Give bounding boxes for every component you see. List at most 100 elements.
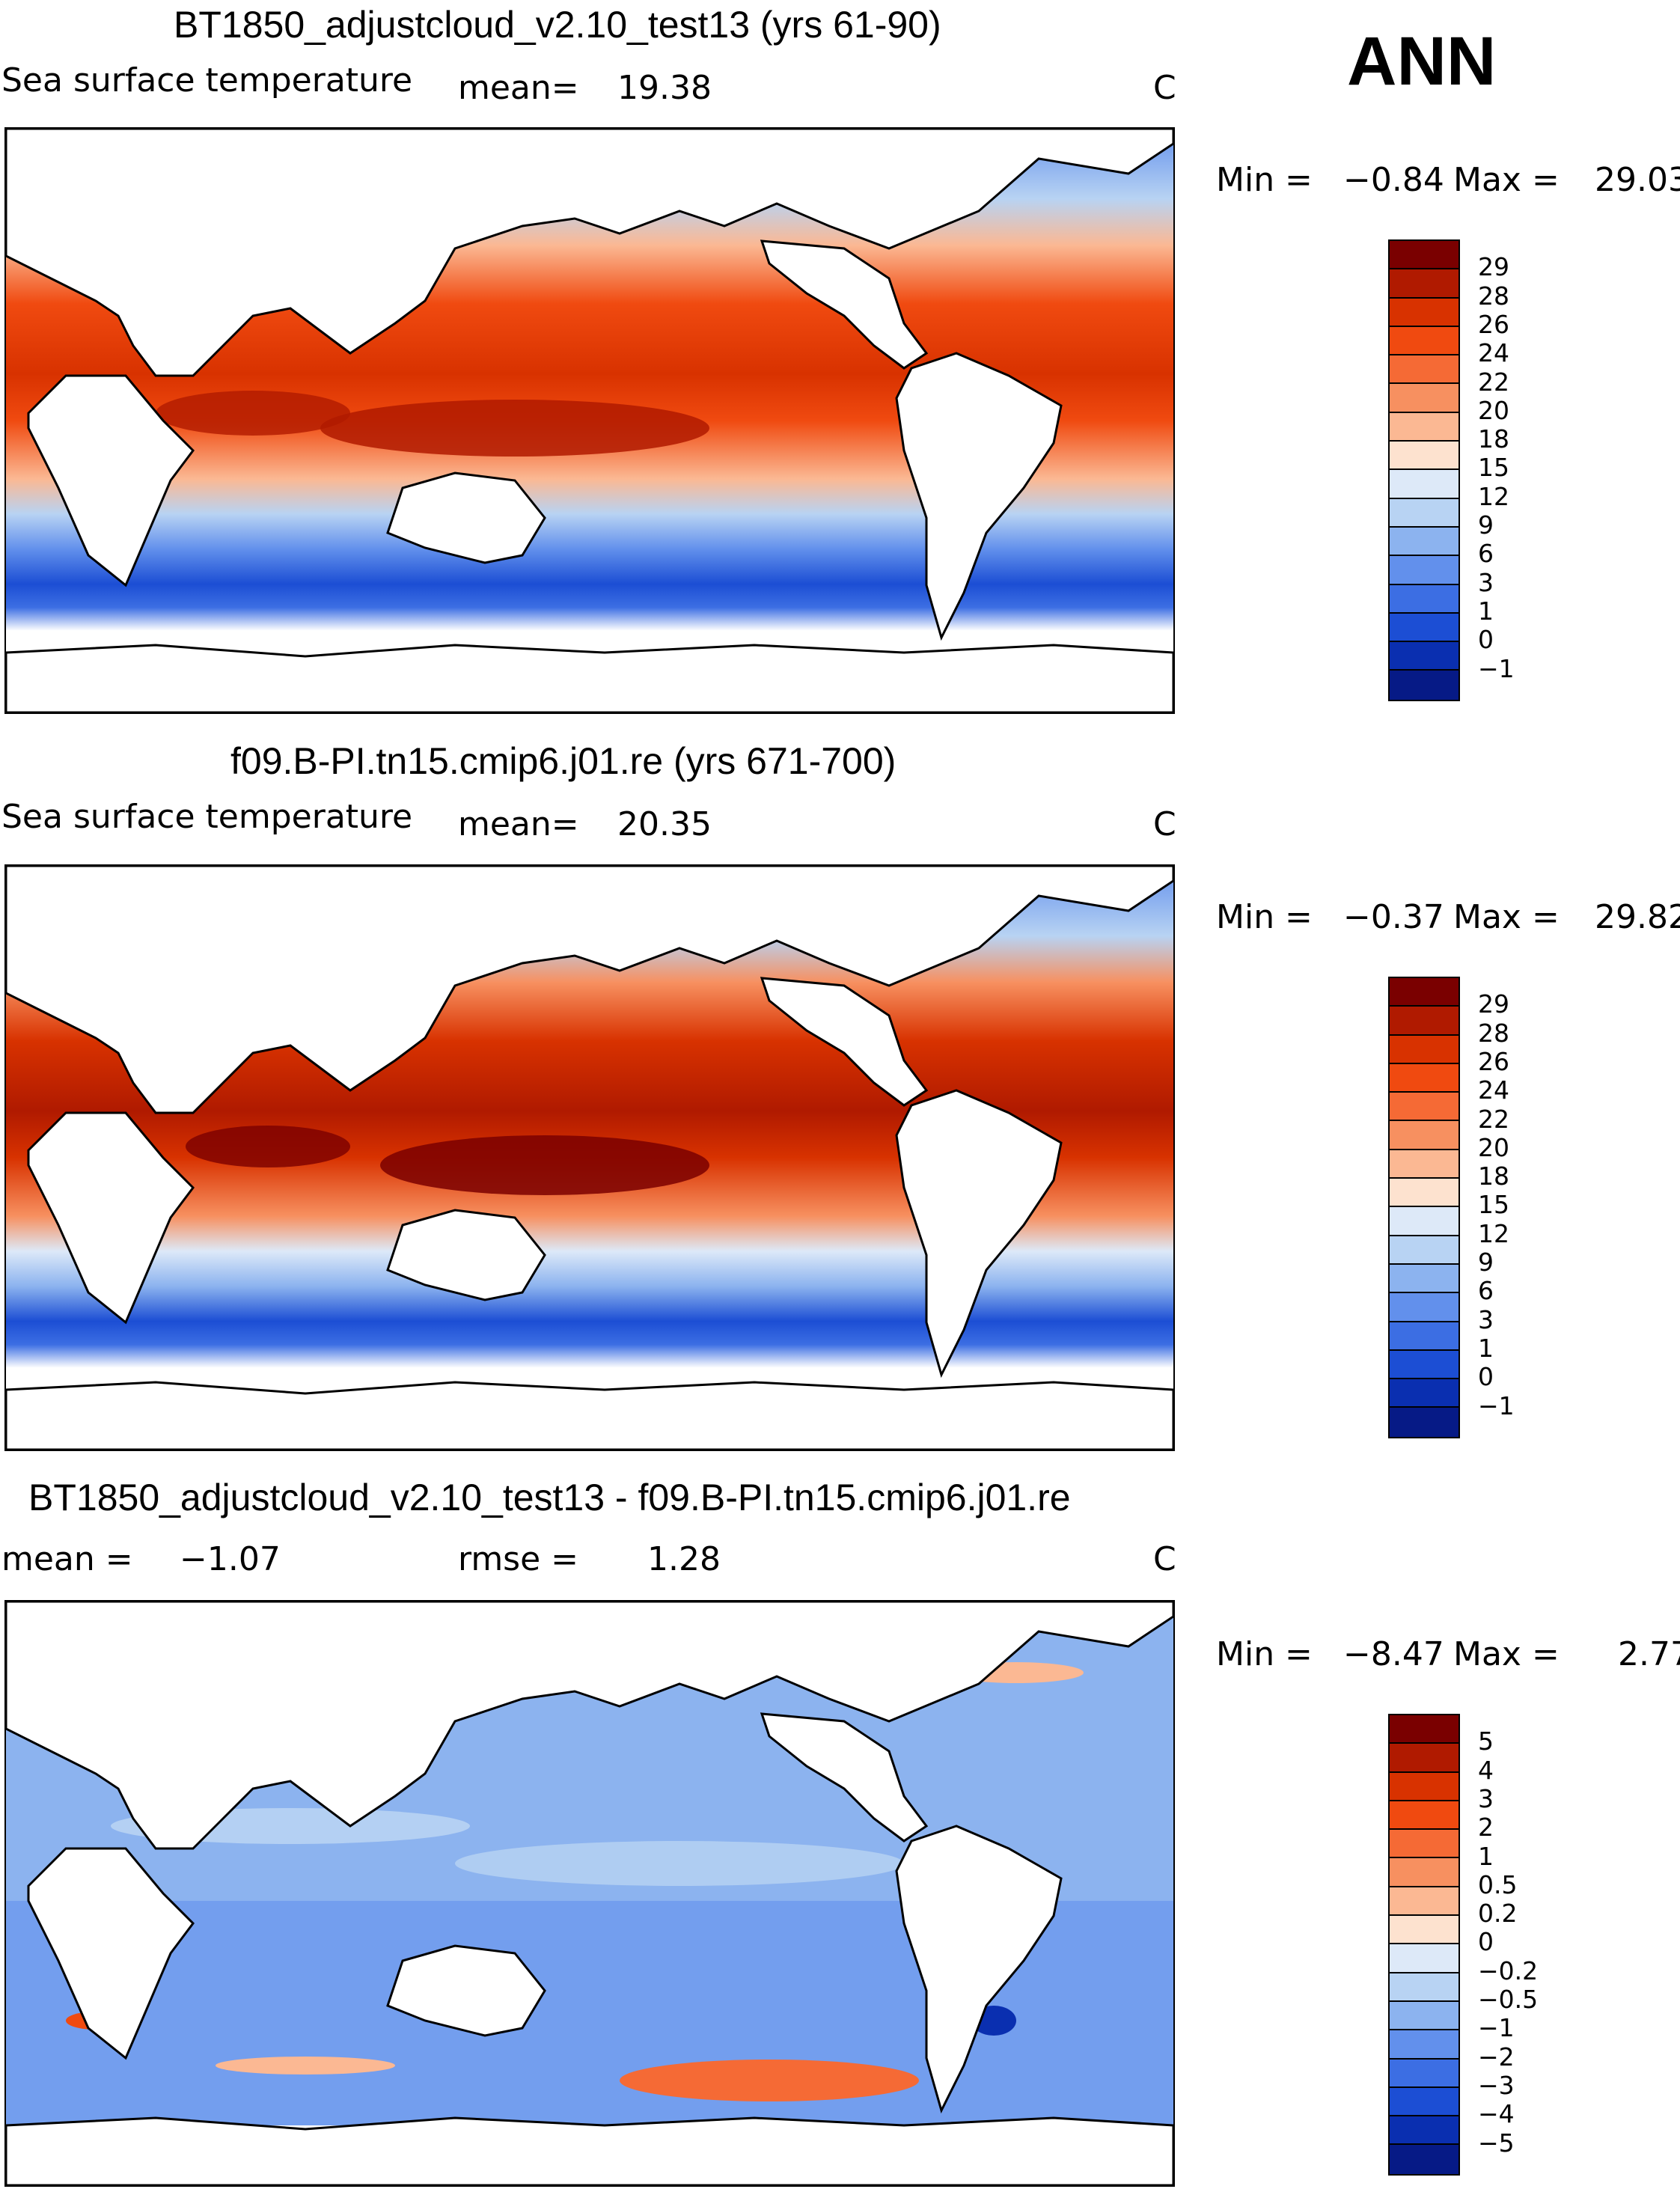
colorbar-swatch: [1390, 1944, 1458, 1973]
colorbar-swatch: [1390, 384, 1458, 413]
colorbar-swatch: [1390, 1830, 1458, 1859]
colorbar-tick-label: −3: [1478, 2070, 1515, 2100]
colorbar-swatch: [1390, 1408, 1458, 1437]
colorbar-swatch: [1390, 326, 1458, 356]
panel1-units: C: [1153, 69, 1176, 107]
colorbar-swatch: [1390, 1179, 1458, 1208]
colorbar-tick-label: −0.2: [1478, 1956, 1539, 1985]
colorbar-tick-label: 1: [1478, 1333, 1494, 1363]
panel3-max-value: 2.77: [1618, 1635, 1680, 1673]
colorbar-swatch: [1390, 527, 1458, 557]
colorbar-tick-label: 15: [1478, 453, 1509, 483]
panel1-map: [4, 127, 1175, 714]
panel3-max-label: Max =: [1453, 1635, 1560, 1673]
colorbar-tick-label: 0: [1478, 625, 1494, 655]
panel1-max-label: Max =: [1453, 161, 1560, 199]
colorbar-swatch: [1390, 1007, 1458, 1036]
colorbar-tick-label: 22: [1478, 1104, 1509, 1134]
colorbar-swatch: [1390, 1322, 1458, 1351]
panel3-rmse-label: rmse =: [458, 1540, 579, 1578]
colorbar-tick-label: −5: [1478, 2128, 1515, 2158]
panel3-min-value: −8.47: [1343, 1635, 1444, 1673]
colorbar-tick-label: 0.2: [1478, 1899, 1518, 1929]
panel3-rmse-value: 1.28: [647, 1540, 721, 1578]
panel2-min-value: −0.37: [1343, 898, 1444, 936]
colorbar-swatch: [1390, 1801, 1458, 1831]
colorbar-tick-label: −4: [1478, 2099, 1515, 2129]
panel3-colorbar: [1388, 1714, 1460, 2176]
panel2-units: C: [1153, 805, 1176, 843]
colorbar-swatch: [1390, 1207, 1458, 1236]
panel1-min-label: Min =: [1216, 161, 1313, 199]
panel1-max-value: 29.03: [1595, 161, 1680, 199]
colorbar-swatch: [1390, 642, 1458, 671]
colorbar-tick-label: 29: [1478, 989, 1509, 1019]
panel1-colorbar: [1388, 239, 1460, 701]
colorbar-swatch: [1390, 1293, 1458, 1322]
colorbar-tick-label: 20: [1478, 1132, 1509, 1162]
panel2-max-label: Max =: [1453, 898, 1560, 936]
colorbar-tick-label: 24: [1478, 1075, 1509, 1105]
colorbar-tick-label: 18: [1478, 1161, 1509, 1191]
colorbar-swatch: [1390, 470, 1458, 499]
colorbar-tick-label: 9: [1478, 510, 1494, 540]
colorbar-tick-label: 15: [1478, 1190, 1509, 1220]
colorbar-swatch: [1390, 1150, 1458, 1179]
colorbar-swatch: [1390, 1858, 1458, 1887]
colorbar-tick-label: 24: [1478, 338, 1509, 368]
panel3-min-label: Min =: [1216, 1635, 1313, 1673]
colorbar-swatch: [1390, 2030, 1458, 2060]
panel1-mean-value: 19.38: [617, 69, 712, 107]
colorbar-tick-label: −1: [1478, 653, 1515, 683]
colorbar-swatch: [1390, 613, 1458, 643]
colorbar-swatch: [1390, 2087, 1458, 2117]
colorbar-tick-label: 3: [1478, 567, 1494, 597]
colorbar-tick-label: 3: [1478, 1783, 1494, 1813]
panel3-units: C: [1153, 1540, 1176, 1578]
colorbar-tick-label: −1: [1478, 1390, 1515, 1420]
colorbar-tick-label: 1: [1478, 596, 1494, 626]
panel1-min-value: −0.84: [1343, 161, 1444, 199]
panel2-map-plot: [6, 866, 1173, 1450]
colorbar-tick-label: 5: [1478, 1727, 1494, 1756]
colorbar-tick-label: −0.5: [1478, 1985, 1539, 2014]
colorbar-swatch: [1390, 2059, 1458, 2088]
panel3-map: [4, 1600, 1175, 2187]
colorbar-swatch: [1390, 298, 1458, 327]
colorbar-tick-label: 6: [1478, 1276, 1494, 1306]
colorbar-swatch: [1390, 1715, 1458, 1744]
panel1-mean-label: mean=: [458, 69, 579, 107]
colorbar-swatch: [1390, 978, 1458, 1007]
season-label: ANN: [1347, 23, 1497, 100]
colorbar-swatch: [1390, 2145, 1458, 2174]
colorbar-swatch: [1390, 1063, 1458, 1093]
colorbar-tick-label: 0: [1478, 1927, 1494, 1957]
colorbar-swatch: [1390, 2001, 1458, 2031]
colorbar-tick-label: 2: [1478, 1813, 1494, 1843]
colorbar-swatch: [1390, 1236, 1458, 1265]
panel2-colorbar: [1388, 977, 1460, 1438]
colorbar-tick-label: 29: [1478, 252, 1509, 282]
colorbar-tick-label: −1: [1478, 2013, 1515, 2043]
panel2-variable: Sea surface temperature: [1, 798, 413, 836]
colorbar-swatch: [1390, 269, 1458, 299]
colorbar-swatch: [1390, 1887, 1458, 1917]
colorbar-swatch: [1390, 2116, 1458, 2146]
colorbar-tick-label: 9: [1478, 1248, 1494, 1277]
colorbar-swatch: [1390, 1093, 1458, 1122]
colorbar-swatch: [1390, 1350, 1458, 1380]
colorbar-tick-label: 26: [1478, 309, 1509, 339]
colorbar-tick-label: 28: [1478, 1018, 1509, 1048]
colorbar-swatch: [1390, 241, 1458, 270]
colorbar-swatch: [1390, 1772, 1458, 1801]
colorbar-tick-label: 18: [1478, 424, 1509, 454]
colorbar-tick-label: 0.5: [1478, 1869, 1518, 1899]
panel1-title: BT1850_adjustcloud_v2.10_test13 (yrs 61-…: [174, 4, 941, 46]
colorbar-swatch: [1390, 1379, 1458, 1408]
colorbar-tick-label: 20: [1478, 395, 1509, 425]
colorbar-swatch: [1390, 1264, 1458, 1294]
colorbar-swatch: [1390, 412, 1458, 442]
panel3-title: BT1850_adjustcloud_v2.10_test13 - f09.B-…: [28, 1477, 1071, 1518]
panel3-mean-label: mean =: [1, 1540, 133, 1578]
panel2-max-value: 29.82: [1595, 898, 1680, 936]
